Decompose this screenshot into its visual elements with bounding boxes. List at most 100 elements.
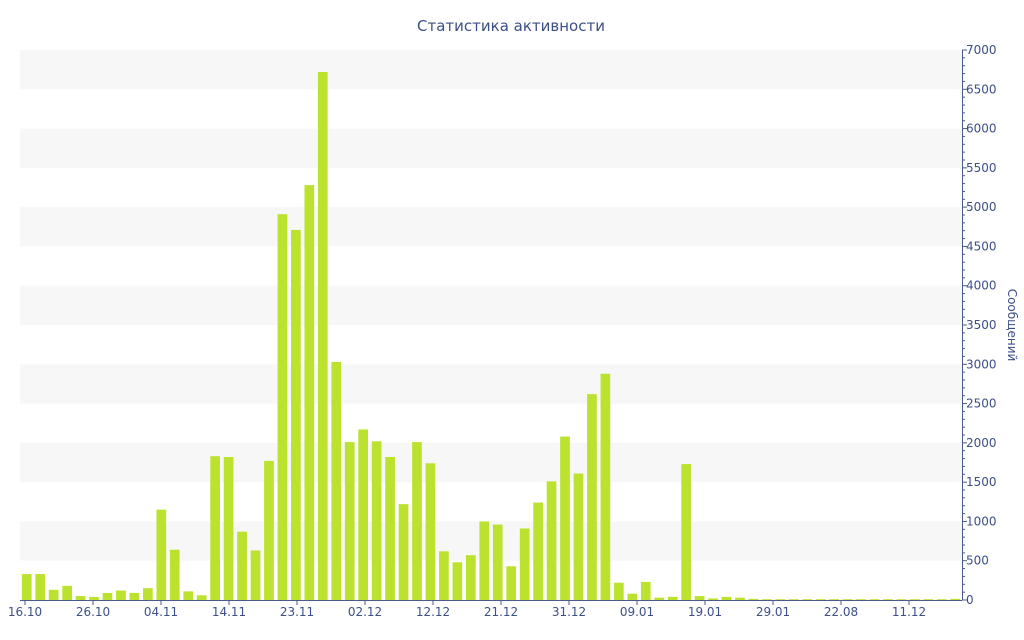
y-tick-label: 5000 [966,200,997,214]
y-tick-label: 6500 [966,82,997,96]
grid-band [20,285,962,325]
bar [102,592,113,600]
bar [277,214,288,600]
x-tick-label: 22.08 [824,605,858,619]
bar [573,473,584,600]
bar [640,581,651,600]
bar [546,481,557,600]
grid-band [20,128,962,168]
x-tick-label: 12.12 [416,605,450,619]
bar [143,588,153,600]
bar [614,582,624,600]
bar [385,457,395,600]
bar [89,596,99,600]
bar [48,589,59,600]
x-tick-label: 21.12 [484,605,518,619]
bar [398,504,409,600]
bar [842,599,853,600]
bar [667,596,678,600]
bar [519,528,530,600]
bar [762,599,772,600]
bar [75,596,86,600]
bar [156,509,167,600]
y-tick-label: 1000 [966,514,997,528]
bar [183,591,194,600]
bar [317,72,328,600]
x-tick-label: 02.12 [348,605,382,619]
bar [708,598,718,600]
x-tick-label: 26.10 [76,605,110,619]
bar [264,460,274,600]
x-tick-label: 23.11 [280,605,314,619]
bar [627,593,638,600]
x-tick-label: 19.01 [688,605,722,619]
bar [856,599,866,600]
bar [62,585,72,600]
bar [950,598,961,600]
grid-bands [20,50,962,561]
bar [425,463,436,600]
y-tick-label: 1500 [966,475,997,489]
bar [923,599,934,600]
y-tick-label: 2500 [966,397,997,411]
y-tick-label: 6000 [966,122,997,136]
y-tick-label: 500 [966,554,989,568]
y-tick-label: 4500 [966,239,997,253]
bar [291,229,301,600]
bar [587,394,597,600]
bar [237,531,247,600]
bar [533,502,543,600]
bar [721,596,732,600]
bar [910,599,920,600]
y-axis: 0 500 1000 1500 2000 2500 3000 3500 4000 4500 5000… [962,43,997,607]
y-axis-title: Сообщений [1005,289,1019,362]
bar [492,524,503,600]
x-tick-label: 16.10 [8,605,42,619]
bar [775,599,786,600]
bar [506,566,517,600]
bar [654,597,665,600]
x-tick-label: 31.12 [552,605,586,619]
x-axis: 16.10 26.10 04.11 14.11 23.11 02.12 12.12 21.12… [8,600,962,619]
bar [465,555,476,600]
y-tick-label: 4000 [966,279,997,293]
grid-band [20,442,962,483]
bar [600,373,611,600]
y-tick-label: 0 [966,593,974,607]
bars [21,72,961,600]
bar [883,599,893,600]
grid-band [20,364,962,404]
bar [681,464,691,600]
bar [869,599,880,600]
y-tick-label: 2000 [966,436,997,450]
x-tick-label: 09.01 [620,605,654,619]
bar [304,185,315,600]
bar [694,596,705,600]
bar [21,574,32,600]
bar [210,456,220,600]
bar [452,562,463,600]
bar [936,599,947,600]
bar [116,590,126,600]
bar [344,442,355,600]
bar [223,457,234,600]
x-tick-label: 11.12 [892,605,926,619]
bar [560,436,570,600]
bar [788,599,799,600]
x-tick-label: 14.11 [212,605,246,619]
y-tick-label: 5500 [966,161,997,175]
bar [412,442,422,600]
grid-band [20,207,962,247]
bar [358,429,368,600]
bar [129,592,140,600]
bar [815,599,826,600]
bar [196,595,207,600]
bar [250,550,261,600]
bar [748,598,759,600]
bar [802,599,813,600]
grid-band [20,50,962,90]
chart-title: Статистика активности [417,17,605,35]
x-tick-label: 29.01 [756,605,790,619]
y-tick-label: 7000 [966,43,997,57]
